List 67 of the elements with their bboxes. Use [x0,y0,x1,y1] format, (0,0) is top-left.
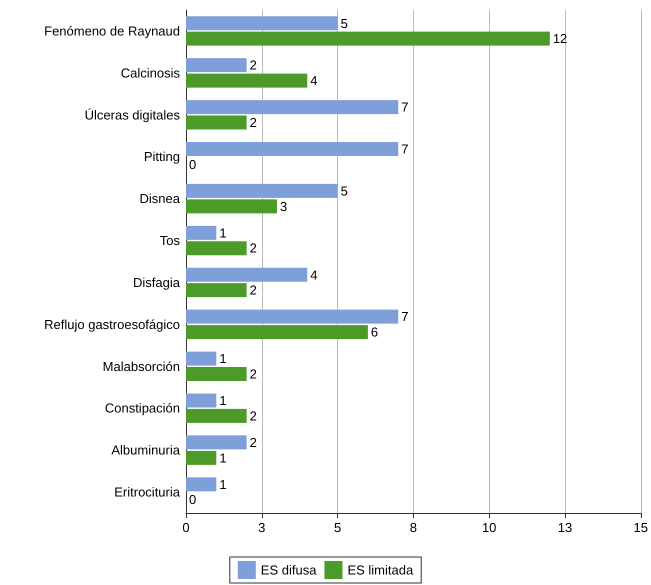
y-tick-label: Fenómeno de Raynaud [44,23,180,38]
bar [186,32,550,46]
data-label: 7 [401,100,408,115]
data-label: 12 [552,31,568,46]
bar [186,408,247,423]
data-label: 0 [189,492,196,508]
bar [186,74,308,88]
bar [186,199,277,214]
data-label: 2 [250,434,257,450]
y-tick-label: Disfagia [133,274,181,290]
data-label: 7 [401,309,408,324]
data-label: 2 [250,240,257,256]
data-label: 2 [250,58,257,73]
data-label: 1 [219,450,227,466]
bar [186,100,398,114]
data-label: 1 [219,393,227,408]
data-label: 7 [401,142,408,157]
data-label: 3 [280,198,288,214]
legend-label: ES limitada [347,562,414,578]
x-tick-label: 3 [258,520,266,535]
y-tick-label: Constipación [104,400,180,416]
data-label: 5 [340,16,348,31]
bar [186,352,216,366]
data-label: 6 [370,324,378,340]
y-tick-label: Malabsorción [102,358,180,374]
bar [186,477,216,492]
data-label: 4 [310,73,318,88]
bar [186,142,398,156]
x-tick-label: 15 [634,520,648,535]
data-label: 2 [250,114,257,130]
bar [186,241,247,256]
data-label: 1 [219,225,227,240]
bar [186,394,216,408]
y-tick-label: Tos [160,233,180,248]
y-tick-label: Calcinosis [120,65,180,80]
bar [186,184,338,198]
data-label: 2 [250,408,257,424]
bar [186,435,247,450]
x-tick-label: 8 [410,520,417,535]
bar [186,366,247,381]
y-tick-label: Reflujo gastroesofágico [44,316,180,332]
bar [186,16,338,30]
x-tick-label: 10 [482,520,496,535]
data-label: 4 [310,267,318,282]
y-tick-label: Pitting [144,149,180,164]
bar [186,450,216,465]
y-tick-label: Albuminuria [111,442,181,458]
data-label: 0 [189,156,196,172]
data-label: 1 [219,351,227,366]
x-tick-label: 5 [334,520,342,535]
data-label: 5 [340,183,348,198]
bar [186,325,368,340]
data-label: 2 [250,366,257,382]
data-label: 2 [250,282,257,298]
bar [186,310,398,324]
y-tick-label: Eritrocituria [114,484,181,500]
legend-label: ES difusa [260,562,318,578]
bar [186,268,308,282]
bar [186,283,247,298]
x-tick-label: 0 [182,520,190,535]
y-tick-label: Disnea [140,191,181,206]
bar [186,58,247,72]
y-tick-label: Úlceras digitales [84,107,180,122]
bar [186,115,247,130]
x-tick-label: 13 [558,520,572,535]
bar [186,226,216,240]
data-label: 1 [219,476,227,492]
